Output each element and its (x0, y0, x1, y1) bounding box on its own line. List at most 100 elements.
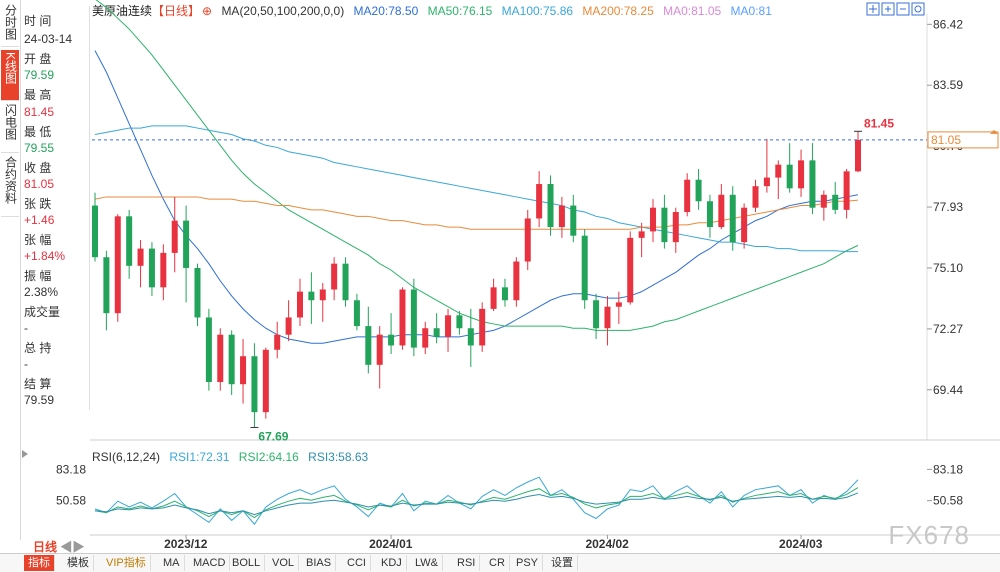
low-value: 79.55 (24, 141, 55, 155)
ma20-line (94, 50, 859, 344)
tab-kdj[interactable]: KDJ (377, 555, 407, 571)
tab-cci[interactable]: CCI (343, 555, 371, 571)
rsi-tick-label-left: 50.58 (56, 494, 86, 508)
price-tick-label: 83.59 (933, 78, 963, 92)
chevron-right-icon[interactable]: ▶ (72, 540, 85, 554)
change-value: +1.46 (24, 213, 55, 227)
rsi2-value: RSI2:64.16 (238, 450, 299, 464)
candle-body (558, 205, 565, 228)
candle-body (319, 289, 326, 301)
settings-icon[interactable] (911, 2, 925, 16)
ma-params[interactable]: MA(20,50,100,200,0,0) (221, 4, 345, 18)
ma0-value-b: MA0:81 (730, 4, 772, 18)
tab-boll[interactable]: BOLL (228, 555, 266, 571)
amplitude-label: 振 幅 (24, 269, 52, 283)
open-label: 开 盘 (24, 52, 52, 66)
time-label: 时 间 (24, 14, 52, 28)
date-tick-label: 2024/01 (369, 537, 413, 551)
candle-body (160, 252, 167, 288)
candle-body (604, 306, 611, 329)
ma50-line (95, 0, 859, 331)
chart-toolbar (866, 2, 926, 21)
candle-body (388, 334, 395, 346)
candle-body (103, 257, 110, 314)
candle-body (581, 235, 588, 301)
candle-body (296, 291, 303, 318)
open-interest-label: 总 持 (24, 341, 52, 355)
date-tick-label: 2023/12 (164, 537, 208, 551)
amplitude-value: 2.38% (24, 285, 59, 299)
candle-body (342, 263, 349, 301)
tab-vip-indicator[interactable]: VIP指标 (102, 555, 151, 571)
open-value: 79.59 (24, 68, 55, 82)
rsi-params[interactable]: RSI(6,12,24) (92, 450, 161, 464)
candle-body (593, 300, 600, 329)
tab-ma[interactable]: MA (159, 555, 185, 571)
tab-rsi[interactable]: RSI (453, 555, 481, 571)
candle-body (422, 328, 429, 348)
tab-cr[interactable]: CR (485, 555, 510, 571)
candle-body (228, 334, 235, 385)
chevron-right-icon (22, 450, 28, 458)
candle-body (251, 356, 258, 413)
tab-bias[interactable]: BIAS (302, 555, 337, 571)
ma0-value-a: MA0:81.05 (663, 4, 722, 18)
move-icon[interactable] (866, 2, 880, 16)
price-tick-label: 75.10 (933, 261, 963, 275)
close-label: 收 盘 (24, 161, 52, 175)
candle-body (672, 212, 679, 243)
candle-body (217, 334, 224, 383)
add-icon[interactable]: ⊕ (202, 4, 213, 18)
zoom-out-icon[interactable] (896, 2, 910, 16)
period-selector[interactable]: 日线 ◀▶ (33, 540, 85, 554)
zoom-in-icon[interactable] (881, 2, 895, 16)
candle-body (171, 220, 178, 253)
candle-body (285, 317, 292, 335)
price-tick-label: 77.93 (933, 200, 963, 214)
settlement-label: 结 算 (24, 377, 52, 391)
ma20-value: MA20:78.50 (353, 4, 419, 18)
candle-body (729, 194, 736, 243)
candle-body (718, 194, 725, 228)
tab-lwr[interactable]: LW& (411, 555, 444, 571)
chevron-left-icon[interactable]: ◀ (60, 540, 73, 554)
rsi1-line (94, 476, 859, 526)
tab-macd[interactable]: MACD (189, 555, 231, 571)
candle-body (763, 177, 770, 187)
candle-body (536, 184, 543, 219)
candle-body (798, 160, 805, 189)
tab-flash-chart[interactable]: 闪电图 (1, 102, 19, 153)
rsi-tick-label-right: 50.58 (933, 494, 963, 508)
current-price-box (927, 131, 999, 149)
tab-psy[interactable]: PSY (512, 555, 544, 571)
candle-body (627, 237, 634, 303)
watermark-logo: FX678 (888, 520, 970, 550)
tab-contract-info[interactable]: 合约资料 (1, 154, 19, 217)
candle-body (376, 334, 383, 365)
candle-body (843, 171, 850, 210)
candle-body (615, 302, 622, 307)
high-value: 81.45 (24, 105, 55, 119)
tab-indicator[interactable]: 指标 (24, 555, 55, 571)
candle-body (684, 179, 691, 213)
tab-settings[interactable]: 设置 (547, 555, 578, 571)
tab-kline[interactable]: K线图 (1, 50, 19, 101)
tab-intraday[interactable]: 分时图 (1, 2, 19, 47)
period-label[interactable]: 【日线】 (152, 4, 201, 18)
date-tick-label: 2024/03 (779, 537, 823, 551)
candle-body (148, 248, 155, 288)
tab-template[interactable]: 模板 (63, 555, 94, 571)
candle-body (126, 216, 133, 266)
toolbar-icons (866, 2, 925, 16)
candle-body (114, 216, 121, 314)
close-value: 81.05 (24, 177, 55, 191)
candle-body (706, 201, 713, 228)
rsi3-line (94, 492, 859, 516)
candle-body (331, 263, 338, 290)
candle-body (365, 326, 372, 365)
candle-body (695, 179, 702, 202)
caret-up-icon (990, 129, 998, 134)
candle-body (183, 220, 190, 268)
tab-vol[interactable]: VOL (268, 555, 300, 571)
